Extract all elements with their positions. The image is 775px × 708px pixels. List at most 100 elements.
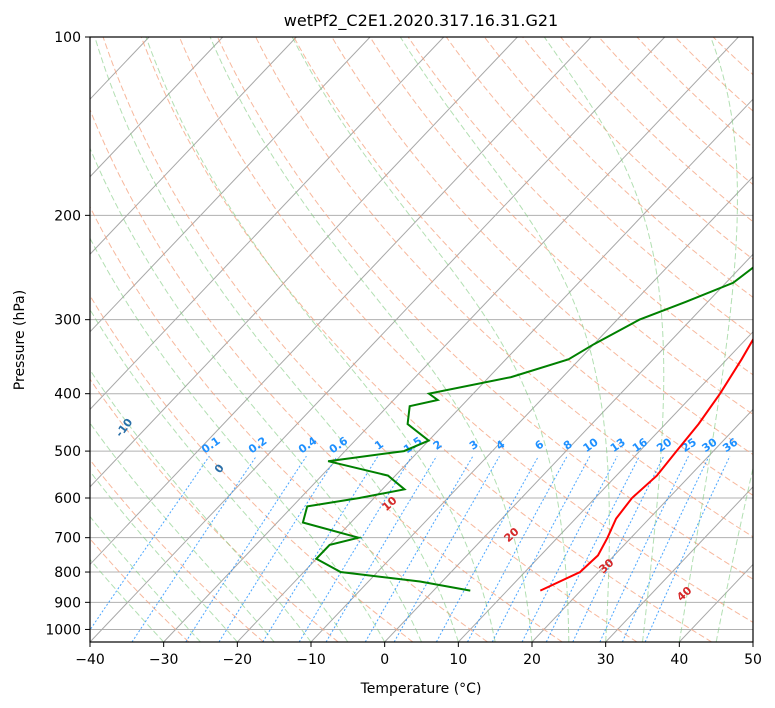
moist-adiabat [90,147,422,642]
moist-adiabat [90,470,238,642]
temperature-profile-line [539,337,753,592]
y-axis: 100 200 300 400 500 600 700 800 900 1000 [45,30,90,638]
mixing-ratio-lines [90,455,731,642]
y-tick-label: 400 [54,387,81,403]
y-tick-label: 900 [54,595,81,611]
plot-frame [89,36,754,643]
x-tick-label: 0 [380,652,389,668]
isotherm [90,37,518,488]
x-tick-label: −30 [149,652,179,668]
dry-adiabat [636,37,753,149]
moist-adiabats [90,37,753,642]
dewpoint-profile-line [301,266,753,592]
moist-adiabat [90,422,275,642]
moist-adiabat [90,369,312,642]
x-tick-label: 10 [449,652,467,668]
dry-adiabat [140,37,712,642]
dry-adiabat [484,37,753,298]
dry-adiabat [560,37,753,223]
x-tick-label: 40 [670,652,688,668]
isotherm [90,37,297,256]
isotherm [236,98,753,642]
x-tick-label: −20 [223,652,253,668]
isotherm [310,176,753,642]
dry-adiabat [331,37,753,456]
chart-title: wetPf2_C2E1.2020.317.16.31.G21 [284,11,558,31]
y-tick-label: 200 [54,208,81,224]
dry-adiabats [90,37,753,642]
mixing-ratio-line [185,455,307,642]
dry-adiabat [751,37,753,40]
moist-adiabat [399,37,610,642]
moist-adiabat [90,308,349,642]
moist-adiabat [678,37,738,642]
mixing-ratio-line [521,455,618,642]
y-tick-label: 100 [54,30,81,46]
y-tick-label: 1000 [45,622,81,638]
moist-adiabat [90,515,201,642]
moist-adiabat [145,37,496,642]
y-tick-label: 800 [54,565,81,581]
isotherm [384,253,753,642]
dry-adiabat [407,37,753,376]
mixing-ratio-line [298,455,413,642]
dry-adiabat [90,294,414,642]
dry-adiabat [217,37,753,580]
isotherm [531,408,753,642]
dry-adiabat [102,37,638,642]
x-tick-label: −10 [296,652,326,668]
isotherm [752,641,753,642]
dry-adiabat [522,37,753,260]
x-tick-label: 20 [523,652,541,668]
y-tick-label: 500 [54,444,81,460]
moist-adiabat [715,466,753,642]
mixing-ratio-line [262,455,379,642]
mixing-ratio-line [621,455,710,642]
mixing-ratio-line [90,455,210,631]
moist-adiabat [291,37,570,642]
mixing-ratio-line [435,455,539,642]
mixing-ratio-line [467,455,568,642]
moist-adiabat [90,558,165,642]
x-axis: −40 −30 −20 −10 0 10 20 30 40 50 [75,642,762,668]
isotherm [90,37,666,642]
isotherm [605,486,753,642]
mixing-ratio-line [393,455,500,642]
x-tick-label: −40 [75,652,105,668]
plot-area [90,37,753,642]
moist-adiabat [90,237,386,642]
series-lines [301,266,753,592]
isotherm [90,37,224,178]
moist-adiabat [209,37,533,642]
dry-adiabat [178,37,753,623]
dry-adiabat [445,37,753,337]
mixing-ratio-line [644,455,731,642]
dry-adiabat-label: -20 [26,375,49,399]
y-tick-label: 300 [54,313,81,329]
dry-adiabat [90,538,190,642]
dry-adiabat [598,37,753,186]
isotherm [163,37,739,642]
dry-adiabat [90,108,563,642]
moist-adiabat [94,37,459,642]
y-tick-label: 600 [54,491,81,507]
isotherm [457,331,753,642]
x-tick-label: 30 [597,652,615,668]
mixing-ratio-line [491,455,591,642]
x-axis-title: Temperature (°C) [360,681,482,697]
y-axis-title: Pressure (hPa) [12,290,28,390]
mixing-ratio-line [572,455,665,642]
dry-adiabat [90,459,264,642]
isotherms [90,37,753,642]
y-tick-label: 700 [54,531,81,547]
x-tick-label: 50 [744,652,762,668]
dry-adiabat [369,37,753,415]
mixing-ratio-line [218,455,338,642]
isotherm [90,37,445,411]
dry-adiabat [293,37,753,496]
mixing-ratio-line [545,455,640,642]
plot-content: 0.10.20.40.611.52346810131620253036-100-… [26,37,753,642]
isotherm [90,37,371,333]
moist-adiabat [543,37,665,642]
